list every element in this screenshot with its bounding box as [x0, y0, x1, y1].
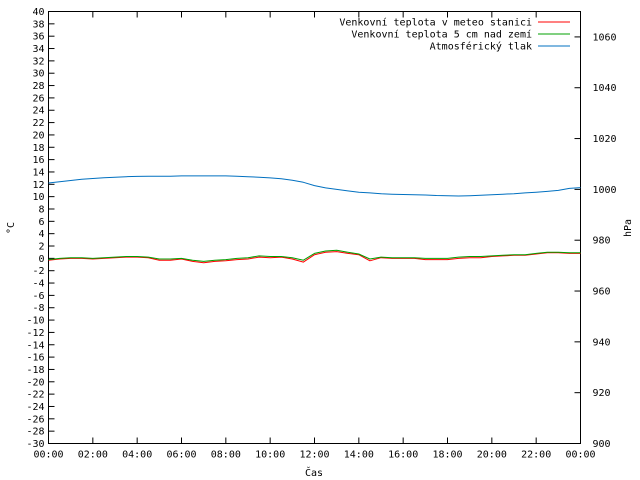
y-left-tick-label: 36 [32, 32, 44, 43]
y-left-tick-label: 38 [32, 19, 44, 30]
x-tick-label: 20:00 [477, 450, 507, 461]
series-line [48, 175, 581, 197]
y-left-tick-label: 22 [32, 118, 44, 129]
y-left-tick-label: -10 [26, 316, 44, 327]
y-left-tick-label: -8 [32, 303, 44, 314]
x-tick-label: 02:00 [78, 450, 108, 461]
y-left-tick-label: 4 [38, 229, 44, 240]
y-left-tick-label: 32 [32, 56, 44, 67]
y-right-tick-label: 940 [593, 337, 611, 348]
legend-label: Atmosférický tlak [430, 41, 532, 53]
y-left-tick-label: 20 [32, 130, 44, 141]
x-axis-label: Čas [305, 466, 323, 479]
y-left-tick-label: 0 [38, 254, 44, 265]
x-tick-label: 08:00 [211, 450, 241, 461]
plot-frame [48, 11, 581, 444]
y-left-tick-label: -18 [26, 365, 44, 376]
y-left-tick-label: -30 [26, 439, 44, 450]
y-left-tick-label: -16 [26, 353, 44, 364]
y-left-tick-label: -12 [26, 328, 44, 339]
y-right-tick-label: 960 [593, 287, 611, 298]
y-axis-label-right: hPa [623, 219, 634, 237]
x-tick-label: 16:00 [388, 450, 418, 461]
y-left-tick-label: 16 [32, 155, 44, 166]
y-left-tick-label: 8 [38, 204, 44, 215]
x-tick-label: 00:00 [33, 450, 63, 461]
y-left-tick-label: -6 [32, 291, 44, 302]
x-tick-label: 06:00 [166, 450, 196, 461]
y-left-tick-label: -24 [26, 402, 44, 413]
y-right-tick-label: 920 [593, 388, 611, 399]
y-left-tick-label: 24 [32, 106, 44, 117]
y-axis-label-left: °C [6, 222, 17, 234]
x-tick-label: 12:00 [299, 450, 329, 461]
y-left-tick-label: 10 [32, 192, 44, 203]
x-tick-label: 14:00 [344, 450, 374, 461]
y-left-tick-label: 12 [32, 180, 44, 191]
y-left-tick-label: -4 [32, 279, 44, 290]
y-right-tick-label: 1000 [593, 185, 617, 196]
y-right-tick-label: 1020 [593, 134, 617, 145]
x-tick-label: 22:00 [521, 450, 551, 461]
x-tick-label: 04:00 [122, 450, 152, 461]
y-left-tick-label: -14 [26, 340, 44, 351]
y-left-tick-label: -20 [26, 377, 44, 388]
x-tick-label: 00:00 [565, 450, 595, 461]
y-left-tick-label: 26 [32, 93, 44, 104]
series-line [48, 251, 581, 264]
y-left-tick-label: 30 [32, 69, 44, 80]
y-right-tick-label: 1060 [593, 32, 617, 43]
legend: Venkovní teplota v meteo staniciVenkovní… [339, 17, 570, 53]
y-left-tick-label: -2 [32, 266, 44, 277]
y-right-tick-label: 1040 [593, 83, 617, 94]
x-tick-label: 10:00 [255, 450, 285, 461]
y-left-tick-label: -26 [26, 414, 44, 425]
legend-label: Venkovní teplota 5 cm nad zemí [351, 29, 532, 41]
labels-layer: 4038363432302826242220181614121086420-2-… [26, 7, 616, 461]
y-right-tick-label: 980 [593, 236, 611, 247]
y-left-tick-label: 40 [32, 7, 44, 18]
y-left-tick-label: 28 [32, 81, 44, 92]
series-layer [48, 175, 581, 264]
y-left-tick-label: 6 [38, 217, 44, 228]
ticks-layer [48, 11, 581, 444]
y-left-tick-label: -22 [26, 390, 44, 401]
y-left-tick-label: 34 [32, 44, 44, 55]
legend-label: Venkovní teplota v meteo stanici [339, 17, 532, 29]
y-left-tick-label: 18 [32, 143, 44, 154]
y-left-tick-label: 14 [32, 167, 44, 178]
x-tick-label: 18:00 [432, 450, 462, 461]
y-left-tick-label: -28 [26, 427, 44, 438]
series-line [48, 249, 581, 262]
y-right-tick-label: 900 [593, 439, 611, 450]
y-left-tick-label: 2 [38, 242, 44, 253]
